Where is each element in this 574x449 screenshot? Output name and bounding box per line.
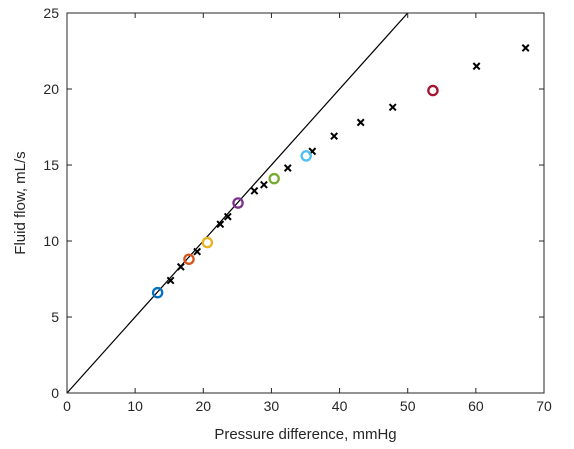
x-axis-ticks: 0 10 20 30 40 50 60 70 [63,13,552,414]
cross-point-13 [521,44,530,52]
x-tick-label: 70 [536,398,552,414]
x-tick-label: 60 [468,398,484,414]
reference-line [67,13,409,393]
circle-point-2 [201,236,214,249]
plot-content [67,13,530,393]
circle-point-0 [151,286,164,299]
cross-stroke [193,247,202,256]
cross-stroke [166,276,175,285]
y-tick-label: 20 [43,81,59,97]
cross-point-2 [193,247,202,256]
cross-point-4 [223,212,232,221]
x-tick-label: 50 [400,398,416,414]
circle-point-3 [232,197,244,209]
y-tick-label: 5 [51,309,59,325]
y-tick-label: 15 [43,157,59,173]
cross-stroke [521,44,530,52]
cross-stroke [356,118,365,127]
x-axis-label: Pressure difference, mmHg [214,426,396,443]
cross-point-6 [260,180,268,189]
x-tick-label: 20 [195,398,211,414]
x-tick-label: 0 [63,398,71,414]
x-tick-label: 30 [264,398,280,414]
plot-frame [66,12,545,394]
cross-point-1 [176,262,185,271]
x-tick-label: 10 [127,398,143,414]
cross-point-10 [356,118,365,127]
y-axis-ticks: 0 5 10 15 20 25 [43,5,544,401]
plot-area [67,13,530,393]
cross-stroke [216,220,225,229]
y-axis-label: Fluid flow, mL/s [12,151,29,254]
y-tick-label: 25 [43,5,59,21]
cross-stroke [223,212,232,221]
cross-point-12 [472,62,481,71]
cross-stroke [330,132,339,141]
cross-point-9 [330,132,339,141]
x-tick-label: 40 [332,398,348,414]
cross-stroke [260,180,268,189]
y-tick-label: 0 [51,385,59,401]
y-tick-label: 10 [43,233,59,249]
cross-stroke [388,103,397,112]
circle-point-5 [300,150,312,162]
cross-point-11 [388,103,397,112]
cross-stroke [472,62,481,71]
cross-point-5 [250,186,259,195]
cross-stroke [283,164,292,172]
circle-point-6 [427,84,439,97]
circle-point-4 [268,172,280,185]
cross-point-7 [283,164,292,172]
cross-point-3 [216,220,225,229]
cross-stroke [176,262,185,271]
cross-point-0 [166,276,175,285]
circle-point-1 [183,253,195,265]
cross-stroke [250,186,259,195]
